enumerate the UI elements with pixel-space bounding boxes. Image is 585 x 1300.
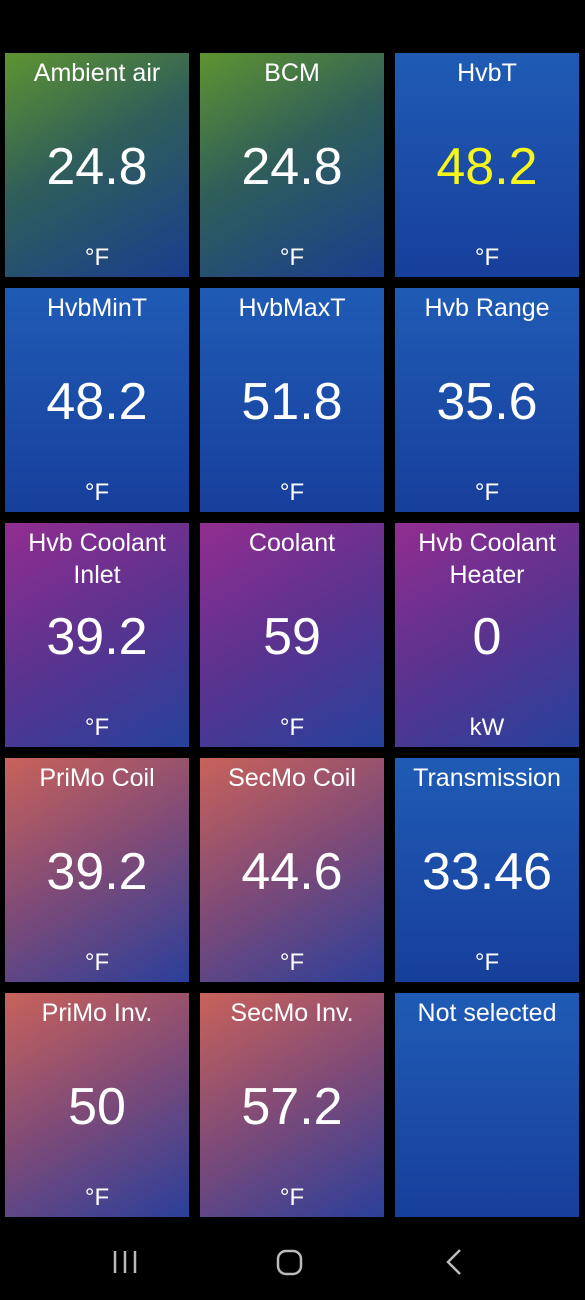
tile-label: Not selected bbox=[417, 999, 557, 1027]
tile-unit: °F bbox=[279, 1184, 305, 1211]
tile-unit: °F bbox=[279, 714, 305, 741]
tile-label: PriMo Coil bbox=[39, 764, 155, 792]
tile-value: 33.46 bbox=[421, 843, 553, 901]
sensor-tile[interactable]: PriMo Coil 39.2 °F bbox=[5, 758, 189, 982]
tile-value: 57.2 bbox=[241, 1078, 343, 1136]
tile-label: Hvb Range bbox=[424, 294, 550, 322]
sensor-tile[interactable]: Hvb Coolant Inlet 39.2 °F bbox=[5, 523, 189, 747]
tile-unit: °F bbox=[84, 479, 110, 506]
tile-unit: °F bbox=[474, 479, 500, 506]
tile-unit: °F bbox=[84, 949, 110, 976]
tile-label: HvbMaxT bbox=[238, 294, 346, 322]
home-button[interactable] bbox=[276, 1249, 303, 1276]
recent-apps-button[interactable] bbox=[113, 1251, 137, 1273]
sensor-tile[interactable]: Hvb Coolant Heater 0 kW bbox=[395, 523, 579, 747]
sensor-tile[interactable]: HvbT 48.2 °F bbox=[395, 53, 579, 277]
tile-label: PriMo Inv. bbox=[41, 999, 153, 1027]
tile-value: 48.2 bbox=[436, 138, 538, 196]
tile-unit: kW bbox=[469, 714, 505, 741]
tile-label: BCM bbox=[264, 59, 320, 87]
tile-label: HvbMinT bbox=[46, 294, 147, 322]
sensor-tile[interactable]: Not selected bbox=[395, 993, 579, 1217]
tile-unit: °F bbox=[84, 244, 110, 271]
sensor-tile[interactable]: SecMo Inv. 57.2 °F bbox=[200, 993, 384, 1217]
tile-value: 35.6 bbox=[436, 373, 538, 431]
tile-value: 51.8 bbox=[241, 373, 343, 431]
tile-unit: °F bbox=[279, 244, 305, 271]
sensor-tile[interactable]: Coolant 59 °F bbox=[200, 523, 384, 747]
tile-label: SecMo Coil bbox=[228, 764, 356, 792]
tile-value: 24.8 bbox=[241, 138, 343, 196]
tile-label: Hvb Coolant Heater bbox=[418, 529, 556, 589]
tile-unit: °F bbox=[279, 479, 305, 506]
back-button[interactable] bbox=[446, 1249, 461, 1275]
tile-unit: °F bbox=[279, 949, 305, 976]
sensor-tile[interactable]: SecMo Coil 44.6 °F bbox=[200, 758, 384, 982]
tile-unit: °F bbox=[84, 1184, 110, 1211]
sensor-tile[interactable]: HvbMaxT 51.8 °F bbox=[200, 288, 384, 512]
tile-value: 59 bbox=[263, 608, 321, 666]
tile-value: 24.8 bbox=[46, 138, 148, 196]
sensor-tile[interactable]: PriMo Inv. 50 °F bbox=[5, 993, 189, 1217]
tile-unit: °F bbox=[474, 244, 500, 271]
tile-label: Transmission bbox=[413, 764, 561, 792]
tile-label: Ambient air bbox=[33, 59, 161, 87]
tile-label: SecMo Inv. bbox=[230, 999, 354, 1027]
tile-value: 44.6 bbox=[241, 843, 343, 901]
tile-label: HvbT bbox=[457, 59, 517, 87]
tile-value: 39.2 bbox=[46, 843, 148, 901]
tile-value: 39.2 bbox=[46, 608, 148, 666]
sensor-tile[interactable]: Hvb Range 35.6 °F bbox=[395, 288, 579, 512]
navigation-bar bbox=[113, 1249, 461, 1276]
sensor-tile[interactable]: Transmission 33.46 °F bbox=[395, 758, 579, 982]
tile-value: 48.2 bbox=[46, 373, 148, 431]
tile-label: Hvb Coolant Inlet bbox=[28, 529, 166, 589]
tile-grid: Ambient air 24.8 °F BCM 24.8 °F HvbT 48.2 °F HvbM… bbox=[5, 53, 580, 1217]
sensor-tile[interactable]: HvbMinT 48.2 °F bbox=[5, 288, 189, 512]
sensor-tile[interactable]: Ambient air 24.8 °F bbox=[5, 53, 189, 277]
tile-unit: °F bbox=[474, 949, 500, 976]
tile-label: Coolant bbox=[248, 529, 336, 557]
tile-value: 50 bbox=[68, 1078, 126, 1136]
tile-value: 0 bbox=[472, 608, 502, 666]
tile-unit: °F bbox=[84, 714, 110, 741]
sensor-tile[interactable]: BCM 24.8 °F bbox=[200, 53, 384, 277]
